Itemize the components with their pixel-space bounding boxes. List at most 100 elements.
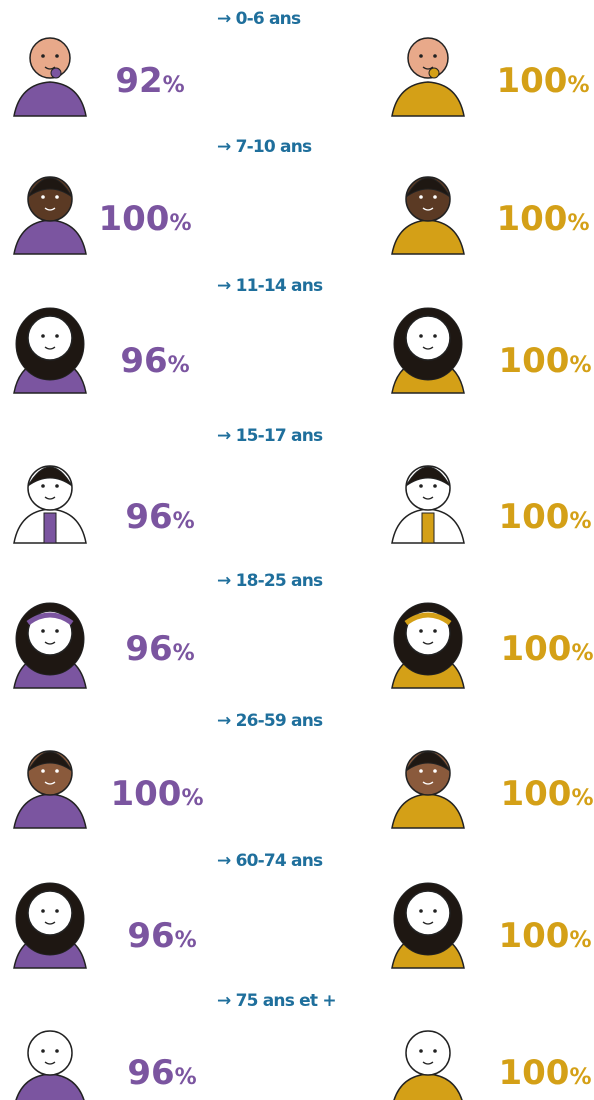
percentage: 96% bbox=[125, 497, 194, 537]
avatar-pacifier bbox=[429, 68, 439, 78]
avatar-eye bbox=[433, 629, 437, 633]
avatar-body bbox=[14, 794, 86, 828]
percentage-unit: % bbox=[569, 1065, 591, 1090]
avatar-head bbox=[28, 1031, 72, 1075]
percentage-value: 96 bbox=[127, 1053, 174, 1093]
avatar bbox=[392, 603, 464, 688]
avatar-eye bbox=[41, 629, 45, 633]
percentage-value: 100 bbox=[498, 341, 569, 381]
avatar-eye bbox=[433, 909, 437, 913]
percentage-value: 92 bbox=[115, 61, 162, 101]
avatar-body bbox=[392, 82, 464, 116]
avatar-head bbox=[30, 38, 70, 78]
avatar-eye bbox=[41, 195, 45, 199]
age-label: → 11-14 ans bbox=[217, 276, 323, 296]
percentage-unit: % bbox=[569, 353, 591, 378]
percentage: 100% bbox=[98, 199, 191, 239]
avatar bbox=[392, 38, 464, 116]
percentage-unit: % bbox=[175, 928, 197, 953]
avatar bbox=[392, 751, 464, 828]
avatar bbox=[14, 1031, 86, 1100]
percentage-unit: % bbox=[168, 353, 190, 378]
avatar bbox=[392, 177, 464, 254]
avatar-body bbox=[14, 220, 86, 254]
age-label: → 60-74 ans bbox=[217, 851, 323, 871]
avatar-pacifier bbox=[51, 68, 61, 78]
avatar-eye bbox=[419, 909, 423, 913]
percentage: 92% bbox=[115, 61, 184, 101]
percentage-unit: % bbox=[569, 928, 591, 953]
avatar-head bbox=[406, 1031, 450, 1075]
avatar-eye bbox=[433, 54, 437, 58]
avatar-eye bbox=[55, 909, 59, 913]
avatar-tie bbox=[422, 513, 434, 543]
avatar-head bbox=[408, 38, 448, 78]
avatar bbox=[392, 308, 464, 393]
age-label: → 26-59 ans bbox=[217, 711, 323, 731]
percentage: 100% bbox=[498, 1053, 591, 1093]
percentage-value: 96 bbox=[120, 341, 167, 381]
avatar-eye bbox=[55, 769, 59, 773]
percentage-value: 100 bbox=[496, 61, 567, 101]
avatar-body bbox=[14, 1074, 86, 1100]
avatar bbox=[392, 883, 464, 968]
age-label: → 7-10 ans bbox=[217, 137, 312, 157]
percentage: 100% bbox=[498, 341, 591, 381]
percentage-unit: % bbox=[173, 509, 195, 534]
page: → 0-6 ans92%100%→ 7-10 ans100%100%→ 11-1… bbox=[0, 0, 594, 1100]
avatar-eye bbox=[419, 54, 423, 58]
percentage-unit: % bbox=[567, 73, 589, 98]
percentage-unit: % bbox=[173, 641, 195, 666]
percentage-value: 96 bbox=[125, 497, 172, 537]
percentage: 96% bbox=[120, 341, 189, 381]
avatar bbox=[14, 38, 86, 116]
percentage-value: 100 bbox=[98, 199, 169, 239]
avatar-body bbox=[392, 1074, 464, 1100]
avatar-body bbox=[14, 82, 86, 116]
avatar-eye bbox=[433, 334, 437, 338]
percentage-value: 100 bbox=[498, 1053, 569, 1093]
avatar-eye bbox=[55, 195, 59, 199]
avatar-eye bbox=[41, 334, 45, 338]
avatar-eye bbox=[419, 1049, 423, 1053]
avatar-tie bbox=[44, 513, 56, 543]
avatar-eye bbox=[433, 195, 437, 199]
percentage-value: 100 bbox=[500, 629, 571, 669]
avatar-eye bbox=[41, 769, 45, 773]
avatar-eye bbox=[41, 54, 45, 58]
percentage-unit: % bbox=[569, 509, 591, 534]
avatar-head bbox=[406, 316, 450, 360]
percentage: 100% bbox=[110, 774, 203, 814]
percentage: 100% bbox=[498, 916, 591, 956]
percentage: 100% bbox=[498, 497, 591, 537]
avatar bbox=[392, 1031, 464, 1100]
avatar-eye bbox=[41, 484, 45, 488]
percentage-value: 96 bbox=[127, 916, 174, 956]
percentage: 96% bbox=[127, 1053, 196, 1093]
percentage-value: 100 bbox=[110, 774, 181, 814]
percentage-value: 96 bbox=[125, 629, 172, 669]
percentage-unit: % bbox=[175, 1065, 197, 1090]
avatar-eye bbox=[419, 629, 423, 633]
age-label: → 0-6 ans bbox=[217, 9, 301, 29]
percentage-unit: % bbox=[567, 211, 589, 236]
percentage-value: 100 bbox=[498, 497, 569, 537]
avatar-eye bbox=[55, 629, 59, 633]
age-label: → 75 ans et + bbox=[217, 991, 336, 1011]
avatar-eye bbox=[41, 1049, 45, 1053]
avatar-eye bbox=[433, 769, 437, 773]
avatar-eye bbox=[419, 769, 423, 773]
percentage-unit: % bbox=[163, 73, 185, 98]
infographic: → 0-6 ans92%100%→ 7-10 ans100%100%→ 11-1… bbox=[0, 0, 594, 1100]
avatar-eye bbox=[419, 334, 423, 338]
percentage: 100% bbox=[496, 61, 589, 101]
avatar-eye bbox=[433, 1049, 437, 1053]
avatar bbox=[392, 466, 464, 543]
avatar-eye bbox=[419, 484, 423, 488]
avatar bbox=[14, 308, 86, 393]
avatar-head bbox=[28, 316, 72, 360]
avatar-eye bbox=[55, 1049, 59, 1053]
age-label: → 18-25 ans bbox=[217, 571, 323, 591]
avatar bbox=[14, 177, 86, 254]
percentage: 100% bbox=[500, 774, 593, 814]
